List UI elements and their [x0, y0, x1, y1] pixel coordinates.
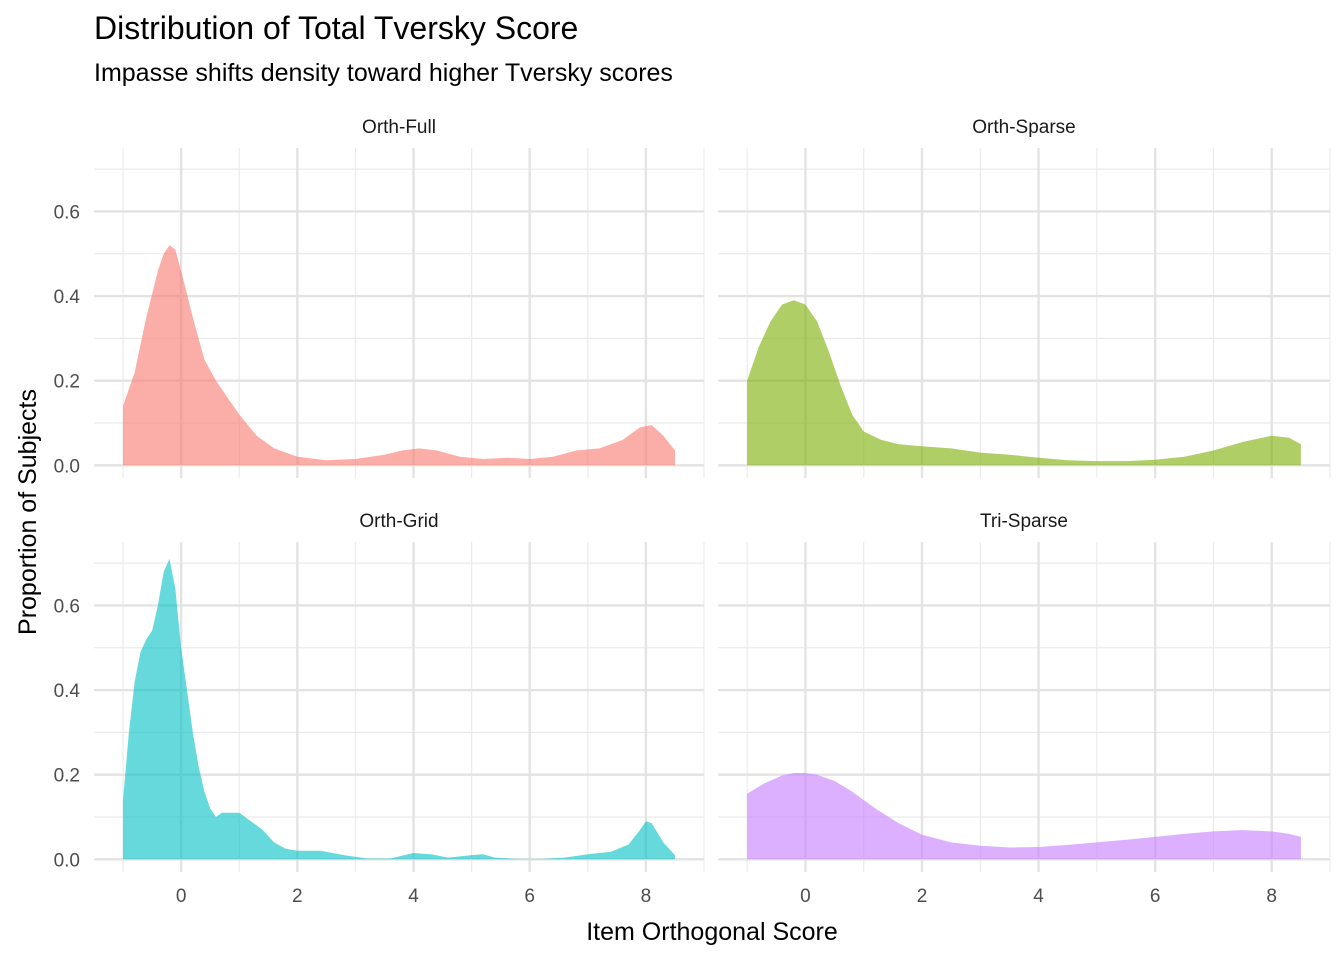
y-tick-label: 0.0: [54, 456, 80, 477]
chart-title: Distribution of Total Tversky Score: [94, 10, 578, 46]
y-tick-label: 0.4: [54, 287, 81, 308]
density-area: [747, 773, 1301, 860]
x-tick-label: 8: [641, 886, 652, 907]
x-axis-label: Item Orthogonal Score: [586, 918, 838, 946]
facet-panel: Orth-Grid 0.0 0.2 0.4 0.6 0 2 4 6 8: [54, 511, 705, 907]
facet-panel: Orth-Full 0.0 0.2 0.4 0.6: [54, 117, 705, 478]
facet-panel: Tri-Sparse 0 2 4 6 8: [718, 511, 1331, 907]
density-area: [123, 245, 675, 466]
facet-label: Tri-Sparse: [980, 511, 1068, 532]
y-tick-label: 0.6: [54, 202, 80, 223]
x-tick-label: 4: [408, 886, 419, 907]
x-tick-label: 0: [176, 886, 187, 907]
facet-label: Orth-Sparse: [972, 117, 1075, 138]
x-tick-label: 0: [800, 886, 811, 907]
y-tick-label: 0.0: [54, 850, 80, 871]
x-tick-label: 6: [524, 886, 535, 907]
facet-panel: Orth-Sparse: [718, 117, 1331, 478]
density-area: [123, 558, 675, 860]
density-area: [747, 300, 1301, 466]
y-tick-label: 0.4: [54, 681, 81, 702]
x-tick-label: 2: [917, 886, 928, 907]
facet-label: Orth-Full: [362, 117, 436, 138]
x-tick-label: 8: [1266, 886, 1277, 907]
x-tick-label: 4: [1033, 886, 1044, 907]
x-tick-label: 2: [292, 886, 303, 907]
x-tick-label: 6: [1150, 886, 1161, 907]
chart-subtitle: Impasse shifts density toward higher Tve…: [94, 59, 673, 87]
facet-label: Orth-Grid: [359, 511, 438, 532]
y-tick-label: 0.2: [54, 372, 80, 393]
y-tick-label: 0.2: [54, 766, 80, 787]
facet-panels: Orth-Full 0.0 0.2 0.4 0.6 Orth-Sparse Orth-Gri…: [54, 117, 1331, 907]
y-tick-label: 0.6: [54, 596, 80, 617]
y-axis-label: Proportion of Subjects: [14, 389, 42, 635]
